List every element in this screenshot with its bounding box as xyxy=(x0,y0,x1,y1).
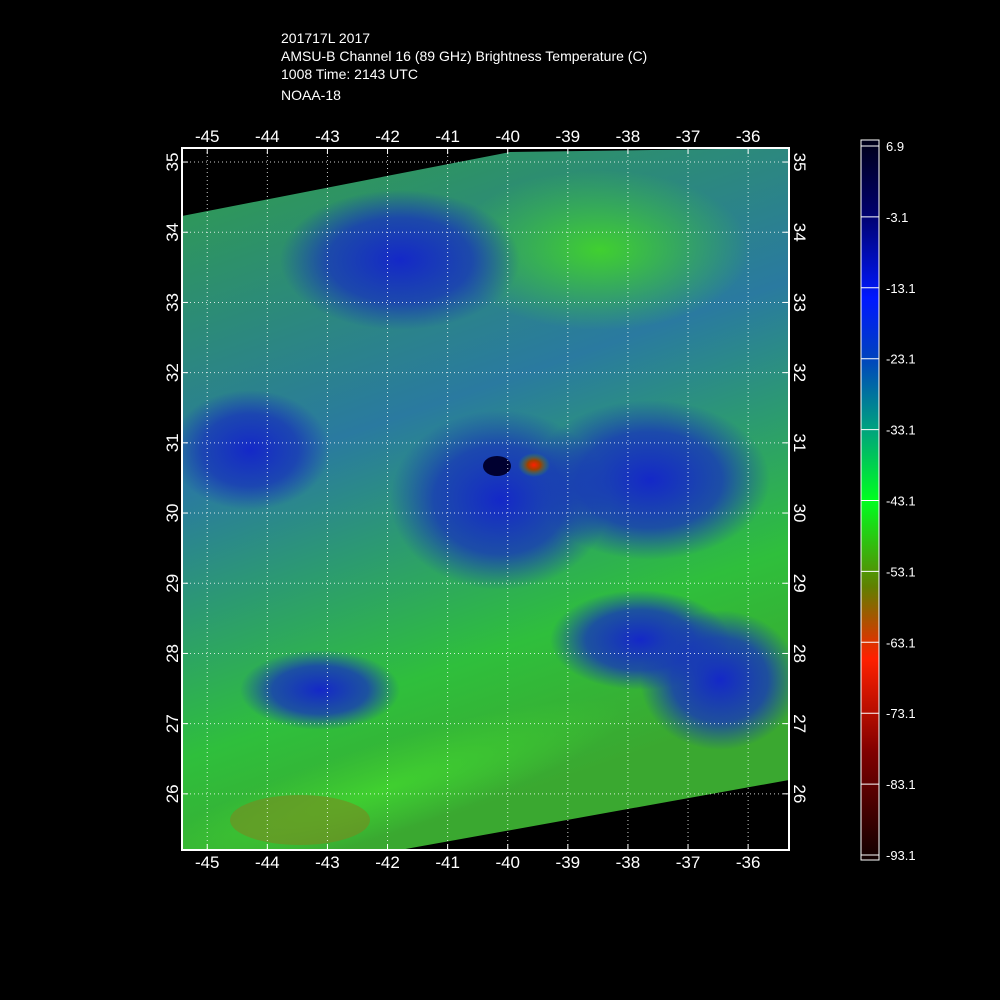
lat-label: 35 xyxy=(790,153,809,172)
lat-label: 30 xyxy=(163,504,182,523)
lat-label: 34 xyxy=(790,223,809,242)
lat-label: 31 xyxy=(790,433,809,452)
lat-label: 26 xyxy=(163,784,182,803)
lon-label: -43 xyxy=(315,853,340,872)
lat-label: 32 xyxy=(790,363,809,382)
colorbar-label: -73.1 xyxy=(886,706,916,721)
colorbar-label: 6.9 xyxy=(886,139,904,154)
graticule xyxy=(182,148,789,850)
lon-label: -39 xyxy=(556,853,581,872)
lat-label: 29 xyxy=(163,574,182,593)
lat-label: 27 xyxy=(790,714,809,733)
lat-label: 32 xyxy=(163,363,182,382)
lon-label: -44 xyxy=(255,127,280,146)
colorbar-label: -23.1 xyxy=(886,352,916,367)
lon-label: -39 xyxy=(556,127,581,146)
satellite-imagery xyxy=(182,148,789,850)
lon-label: -45 xyxy=(195,127,220,146)
colorbar-label: -53.1 xyxy=(886,564,916,579)
lon-label: -38 xyxy=(616,127,641,146)
title-line: NOAA-18 xyxy=(281,87,341,103)
lon-label: -41 xyxy=(435,853,460,872)
colorbar-label: -3.1 xyxy=(886,210,908,225)
lat-label: 28 xyxy=(163,644,182,663)
colorbar-label: -33.1 xyxy=(886,423,916,438)
lon-label: -45 xyxy=(195,853,220,872)
colorbar-label: -43.1 xyxy=(886,494,916,509)
lat-label: 33 xyxy=(163,293,182,312)
colorbar-label: -63.1 xyxy=(886,635,916,650)
lon-label: -42 xyxy=(375,127,400,146)
lat-label: 33 xyxy=(790,293,809,312)
lat-label: 34 xyxy=(163,223,182,242)
title-line: 201717L 2017 xyxy=(281,30,370,46)
lon-label: -36 xyxy=(736,127,761,146)
lon-label: -40 xyxy=(495,127,520,146)
colorbar-label: -83.1 xyxy=(886,777,916,792)
title-block: 201717L 2017 AMSU-B Channel 16 (89 GHz) … xyxy=(281,30,647,103)
lon-label: -36 xyxy=(736,853,761,872)
lon-label: -43 xyxy=(315,127,340,146)
lon-label: -37 xyxy=(676,853,701,872)
title-line: AMSU-B Channel 16 (89 GHz) Brightness Te… xyxy=(281,48,647,64)
map-frame xyxy=(181,147,790,851)
lat-label: 31 xyxy=(163,433,182,452)
title-line: 1008 Time: 2143 UTC xyxy=(281,66,418,82)
lat-label: 27 xyxy=(163,714,182,733)
lat-label: 28 xyxy=(790,644,809,663)
lat-label: 35 xyxy=(163,153,182,172)
lon-label: -41 xyxy=(435,127,460,146)
lon-label: -38 xyxy=(616,853,641,872)
lat-label: 26 xyxy=(790,784,809,803)
lat-label: 30 xyxy=(790,504,809,523)
lon-label: -40 xyxy=(495,853,520,872)
colorbar-label: -93.1 xyxy=(886,848,916,863)
lon-label: -44 xyxy=(255,853,280,872)
lat-label: 29 xyxy=(790,574,809,593)
colorbar-label: -13.1 xyxy=(886,281,916,296)
lon-label: -42 xyxy=(375,853,400,872)
lon-label: -37 xyxy=(676,127,701,146)
